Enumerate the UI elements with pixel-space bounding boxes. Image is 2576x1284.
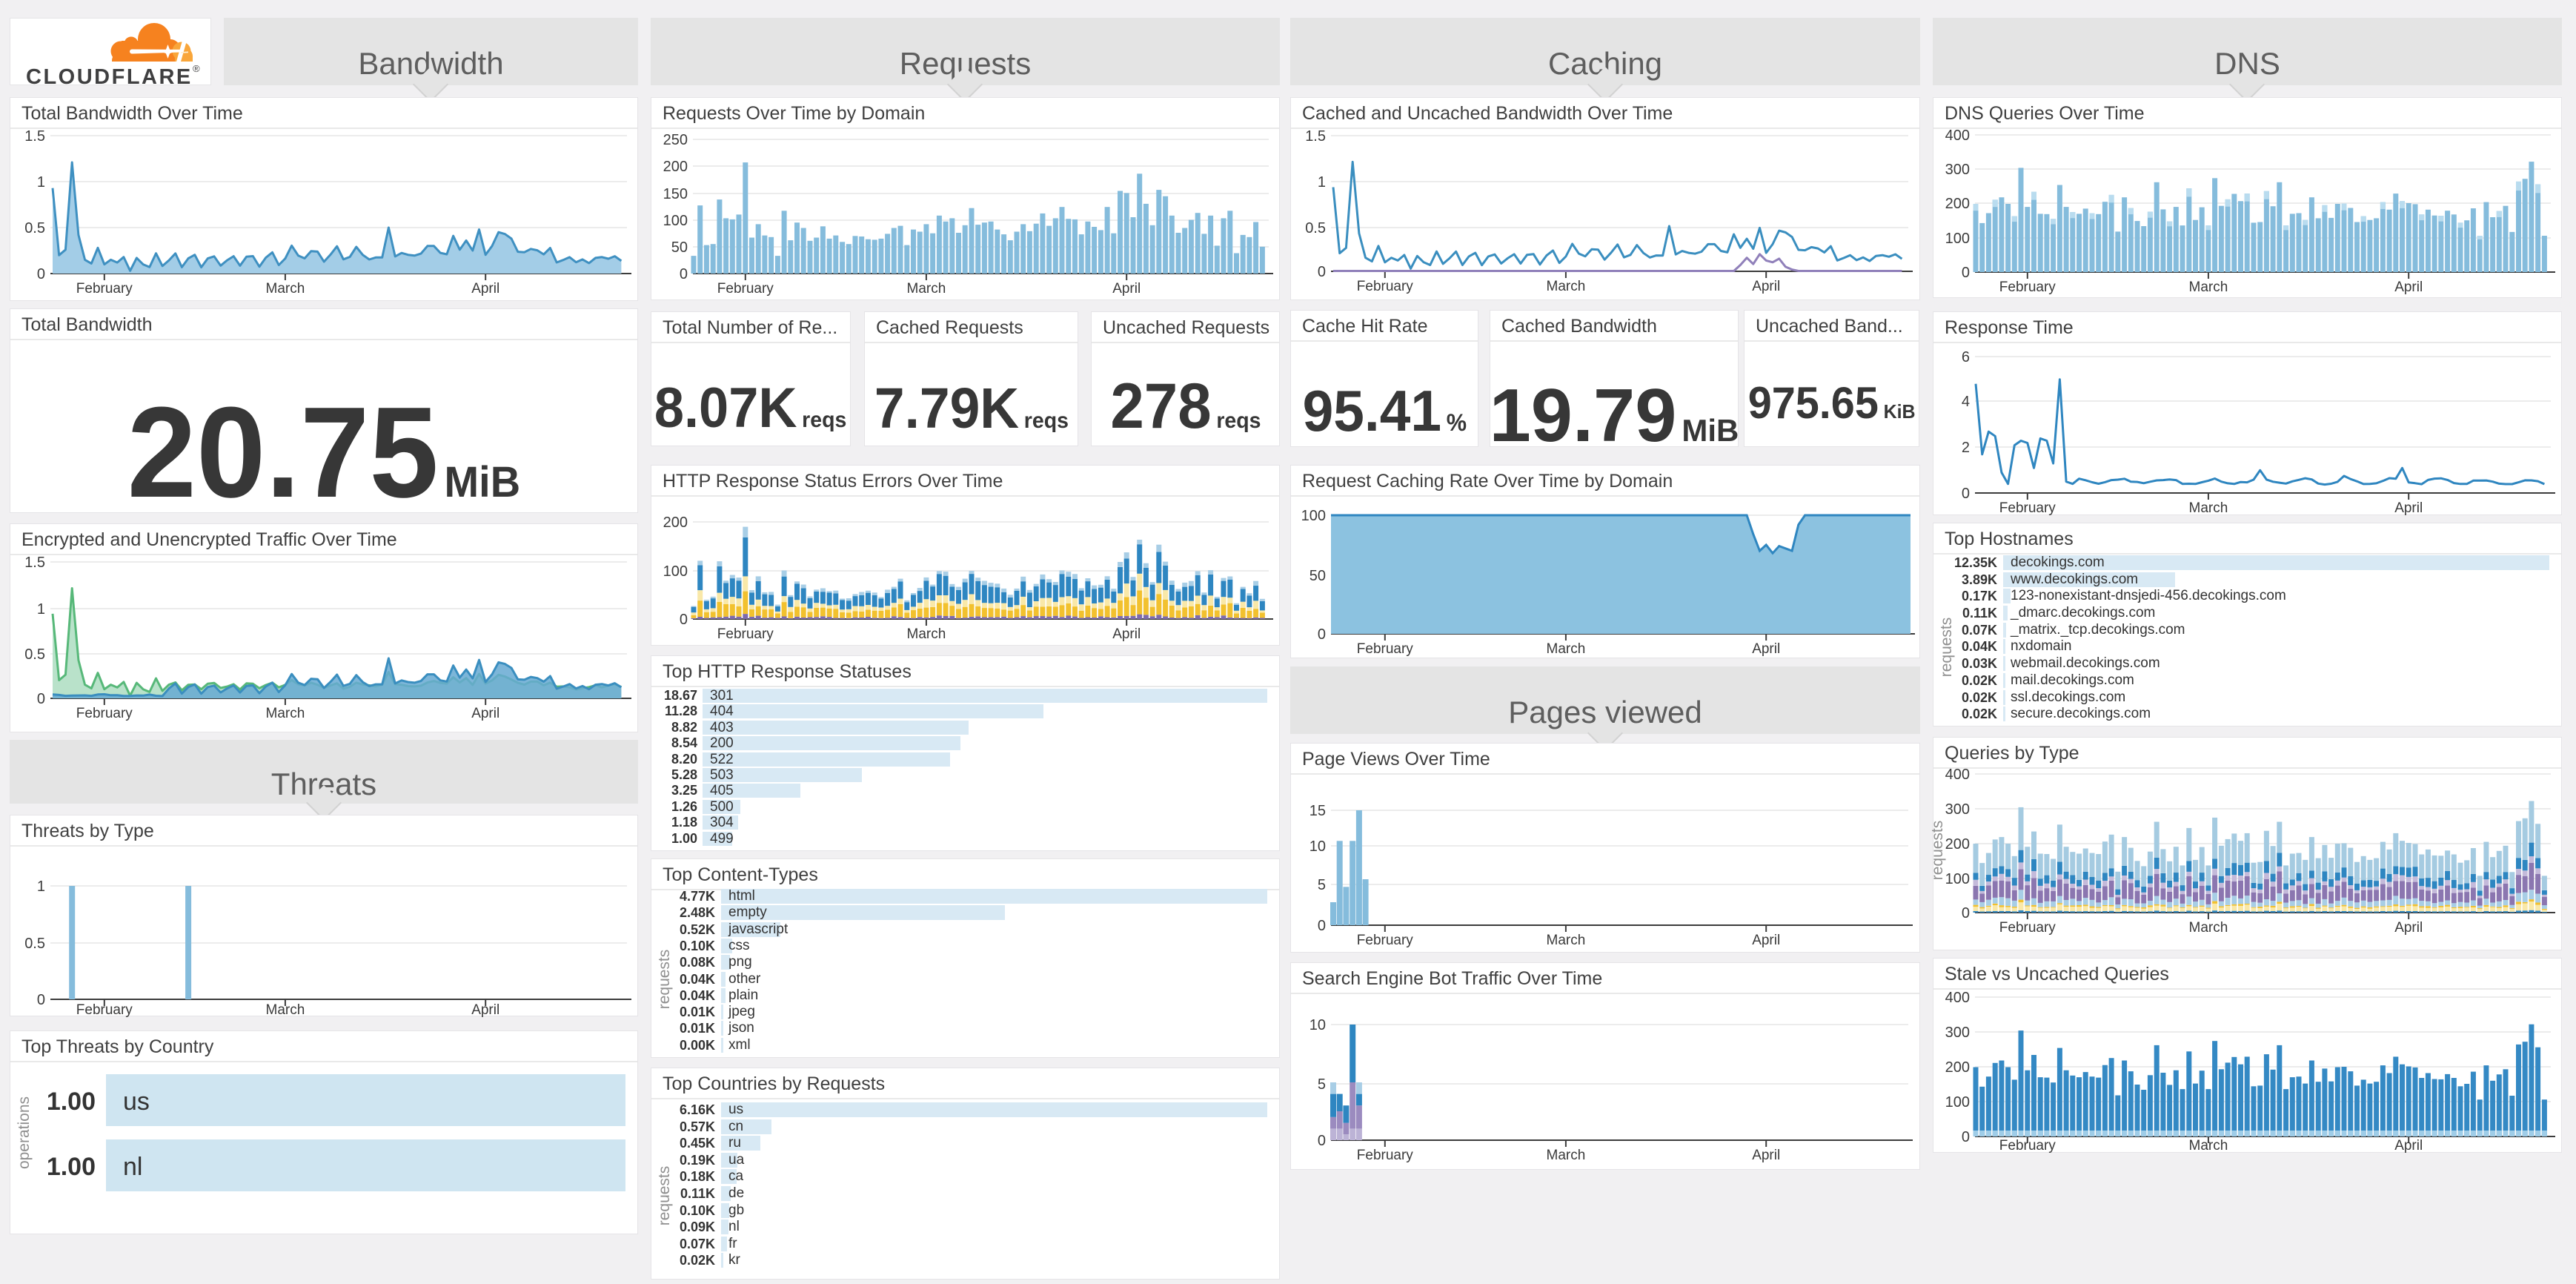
svg-text:March: March <box>1547 279 1586 294</box>
svg-text:February: February <box>1999 279 2057 295</box>
svg-text:0: 0 <box>1962 486 1970 502</box>
svg-text:100: 100 <box>663 563 688 580</box>
svg-text:March: March <box>907 281 946 297</box>
svg-text:250: 250 <box>663 132 688 148</box>
svg-text:February: February <box>1357 641 1414 657</box>
svg-text:0: 0 <box>680 266 688 282</box>
svg-text:200: 200 <box>663 514 688 531</box>
svg-text:100: 100 <box>1301 508 1326 524</box>
svg-text:200: 200 <box>1945 836 1970 853</box>
svg-text:0: 0 <box>37 266 45 282</box>
svg-text:2: 2 <box>1962 440 1970 456</box>
svg-text:100: 100 <box>1945 871 1970 887</box>
svg-text:300: 300 <box>1945 1025 1970 1041</box>
svg-text:February: February <box>1999 1138 2057 1154</box>
svg-text:400: 400 <box>1945 990 1970 1006</box>
svg-text:March: March <box>2189 1138 2228 1154</box>
svg-text:February: February <box>1999 920 2057 936</box>
svg-text:March: March <box>1547 641 1586 657</box>
svg-text:10: 10 <box>1309 838 1326 855</box>
svg-text:50: 50 <box>1309 568 1326 584</box>
svg-text:®: ® <box>193 63 200 74</box>
svg-text:5: 5 <box>1318 877 1326 893</box>
svg-text:150: 150 <box>663 186 688 202</box>
svg-text:March: March <box>266 281 305 297</box>
svg-text:1: 1 <box>37 174 45 191</box>
svg-text:February: February <box>1999 500 2057 516</box>
svg-text:March: March <box>1547 1148 1586 1163</box>
svg-text:1.5: 1.5 <box>1305 129 1326 145</box>
svg-text:March: March <box>2189 279 2228 295</box>
svg-text:March: March <box>2189 500 2228 516</box>
svg-text:February: February <box>76 1002 133 1017</box>
svg-text:April: April <box>2394 279 2423 295</box>
svg-text:February: February <box>717 281 774 297</box>
svg-text:April: April <box>471 706 499 721</box>
svg-text:March: March <box>2189 920 2228 936</box>
svg-text:0: 0 <box>37 992 45 1008</box>
svg-text:April: April <box>471 1002 499 1017</box>
svg-text:0: 0 <box>1318 1133 1326 1149</box>
svg-text:0: 0 <box>1962 905 1970 921</box>
svg-text:400: 400 <box>1945 129 1970 144</box>
svg-text:1: 1 <box>37 601 45 618</box>
svg-text:15: 15 <box>1309 803 1326 819</box>
svg-text:1.5: 1.5 <box>24 555 45 571</box>
svg-text:300: 300 <box>1945 162 1970 178</box>
svg-text:February: February <box>76 281 133 297</box>
svg-text:0: 0 <box>1962 1129 1970 1145</box>
svg-text:0: 0 <box>680 612 688 628</box>
svg-text:March: March <box>1547 933 1586 948</box>
svg-text:April: April <box>1752 279 1780 294</box>
svg-text:400: 400 <box>1945 769 1970 783</box>
svg-text:March: March <box>266 706 305 721</box>
svg-text:April: April <box>2394 500 2423 516</box>
svg-text:February: February <box>1357 1148 1414 1163</box>
svg-text:April: April <box>2394 920 2423 936</box>
svg-text:0: 0 <box>1318 626 1326 643</box>
svg-text:100: 100 <box>1945 231 1970 247</box>
svg-text:4: 4 <box>1962 394 1970 410</box>
svg-text:April: April <box>2394 1138 2423 1154</box>
svg-text:0.5: 0.5 <box>24 220 45 236</box>
svg-text:February: February <box>1357 279 1414 294</box>
svg-text:100: 100 <box>1945 1094 1970 1111</box>
svg-text:200: 200 <box>1945 196 1970 212</box>
svg-text:200: 200 <box>1945 1059 1970 1076</box>
svg-text:0.5: 0.5 <box>1305 220 1326 236</box>
svg-text:April: April <box>1112 281 1141 297</box>
svg-text:10: 10 <box>1309 1017 1326 1033</box>
svg-text:0: 0 <box>1318 264 1326 280</box>
svg-text:6: 6 <box>1962 349 1970 365</box>
svg-text:March: March <box>907 626 946 642</box>
svg-text:March: March <box>266 1002 305 1017</box>
svg-text:February: February <box>717 626 774 642</box>
svg-text:1: 1 <box>37 878 45 895</box>
svg-text:1: 1 <box>1318 174 1326 191</box>
svg-text:300: 300 <box>1945 801 1970 818</box>
svg-text:5: 5 <box>1318 1076 1326 1093</box>
svg-text:0: 0 <box>1318 918 1326 934</box>
svg-text:0.5: 0.5 <box>24 936 45 952</box>
svg-text:CLOUDFLARE: CLOUDFLARE <box>26 65 193 85</box>
svg-text:April: April <box>1752 933 1780 948</box>
svg-text:0: 0 <box>37 691 45 707</box>
svg-text:April: April <box>1752 1148 1780 1163</box>
svg-text:100: 100 <box>663 213 688 229</box>
svg-text:April: April <box>1112 626 1141 642</box>
svg-text:200: 200 <box>663 159 688 175</box>
svg-text:February: February <box>76 706 133 721</box>
svg-text:50: 50 <box>671 239 688 256</box>
svg-text:0.5: 0.5 <box>24 646 45 663</box>
svg-text:1.5: 1.5 <box>24 129 45 145</box>
svg-text:0: 0 <box>1962 265 1970 281</box>
svg-text:April: April <box>471 281 499 297</box>
svg-text:February: February <box>1357 933 1414 948</box>
svg-text:April: April <box>1752 641 1780 657</box>
